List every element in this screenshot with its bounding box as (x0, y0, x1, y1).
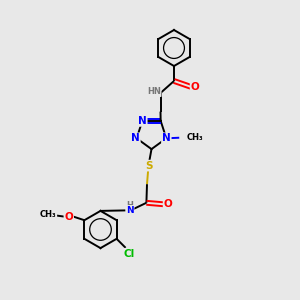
Text: CH₃: CH₃ (40, 210, 57, 219)
Text: N: N (131, 133, 140, 143)
Text: N: N (138, 116, 147, 126)
Text: HN: HN (147, 87, 161, 96)
Text: H: H (127, 201, 133, 210)
Text: O: O (64, 212, 73, 222)
Text: S: S (145, 160, 152, 171)
Text: CH₃: CH₃ (186, 133, 203, 142)
Text: O: O (190, 82, 200, 92)
Text: N: N (162, 133, 171, 143)
Text: O: O (164, 199, 172, 209)
Text: N: N (126, 206, 134, 215)
Text: Cl: Cl (124, 249, 135, 259)
